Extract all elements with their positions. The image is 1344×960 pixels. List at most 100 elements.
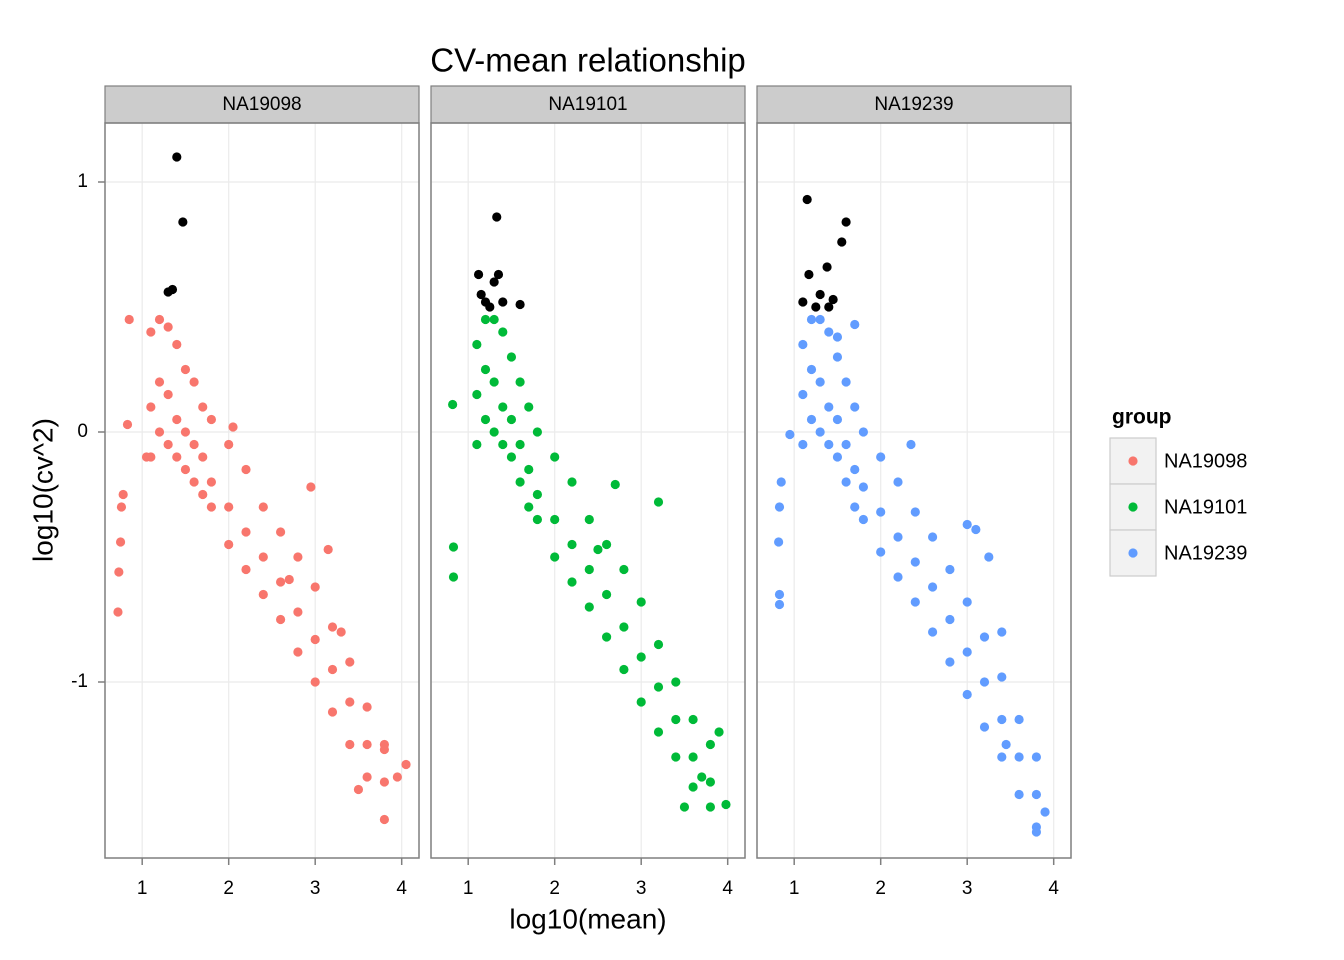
- data-point: [506, 414, 517, 425]
- data-point: [804, 269, 814, 280]
- y-tick-label: 0: [77, 421, 88, 442]
- x-tick-label: 2: [875, 878, 886, 899]
- data-point: [1031, 827, 1041, 837]
- data-point: [832, 414, 843, 425]
- data-point: [636, 652, 646, 662]
- data-point: [310, 634, 320, 645]
- data-point: [550, 452, 560, 462]
- data-point: [997, 627, 1007, 637]
- data-point: [824, 302, 834, 312]
- data-point: [850, 464, 860, 475]
- data-point: [806, 364, 817, 375]
- data-point: [979, 722, 990, 732]
- data-point: [480, 364, 491, 375]
- data-point: [489, 277, 499, 287]
- legend-title: group: [1112, 406, 1171, 429]
- data-point: [806, 414, 817, 425]
- data-point: [275, 577, 286, 587]
- data-point: [828, 294, 838, 305]
- data-point: [198, 452, 208, 462]
- data-point: [224, 439, 234, 450]
- data-point: [688, 714, 698, 725]
- data-point: [979, 677, 990, 687]
- data-point: [619, 622, 629, 632]
- x-tick-label: 1: [789, 878, 800, 899]
- data-point: [785, 429, 795, 440]
- data-point: [485, 302, 495, 312]
- data-point: [163, 287, 173, 297]
- data-point: [327, 707, 338, 717]
- y-tick-label: 1: [77, 171, 88, 192]
- data-point: [498, 402, 508, 412]
- data-point: [876, 507, 886, 517]
- data-point: [858, 514, 868, 525]
- x-tick-label: 3: [636, 878, 647, 899]
- data-point: [850, 502, 860, 512]
- data-point: [480, 314, 491, 325]
- data-point: [893, 572, 903, 582]
- data-point: [714, 727, 724, 737]
- data-point: [189, 477, 199, 487]
- data-point: [206, 502, 216, 512]
- data-point: [124, 314, 134, 325]
- panel-border: [756, 122, 1072, 859]
- data-point: [858, 482, 868, 492]
- data-point: [492, 212, 502, 222]
- data-point: [997, 752, 1007, 762]
- data-point: [850, 402, 860, 412]
- data-point: [1014, 752, 1024, 762]
- data-point: [798, 339, 808, 350]
- data-point: [893, 477, 903, 487]
- data-point: [323, 544, 333, 555]
- data-point: [493, 269, 504, 280]
- data-point: [515, 477, 525, 487]
- data-point: [832, 332, 843, 342]
- data-point: [498, 439, 508, 450]
- data-point: [1014, 714, 1024, 725]
- data-point: [841, 217, 851, 227]
- data-point: [927, 627, 938, 637]
- data-point: [806, 314, 817, 325]
- data-point: [163, 439, 173, 450]
- data-point: [1031, 789, 1041, 800]
- data-point: [198, 489, 208, 500]
- data-point: [284, 574, 294, 585]
- data-point: [206, 414, 216, 425]
- data-point: [811, 302, 821, 312]
- data-point: [636, 697, 646, 707]
- data-point: [815, 377, 825, 387]
- data-point: [189, 439, 199, 450]
- legend-marker: [1128, 502, 1138, 512]
- data-point: [275, 614, 286, 625]
- data-point: [679, 802, 690, 812]
- data-point: [515, 377, 525, 387]
- data-point: [653, 497, 664, 507]
- data-point: [619, 664, 629, 675]
- x-tick-label: 4: [722, 878, 733, 899]
- data-point: [971, 524, 981, 535]
- data-point: [850, 319, 860, 330]
- data-point: [815, 427, 825, 437]
- x-tick-label: 4: [396, 878, 407, 899]
- data-point: [798, 297, 808, 307]
- data-point: [798, 389, 808, 400]
- data-point: [224, 539, 234, 550]
- data-point: [489, 377, 499, 387]
- data-point: [858, 427, 868, 437]
- data-point: [146, 327, 156, 337]
- panel-background: [105, 123, 419, 858]
- data-point: [671, 752, 681, 762]
- data-point: [962, 519, 972, 530]
- data-point: [345, 739, 355, 750]
- data-point: [180, 427, 191, 437]
- data-point: [945, 657, 955, 667]
- data-point: [997, 714, 1007, 725]
- data-point: [688, 782, 698, 792]
- data-point: [258, 552, 268, 562]
- data-point: [962, 597, 972, 607]
- y-tick-label: -1: [71, 671, 88, 692]
- data-point: [293, 552, 303, 562]
- data-point: [774, 599, 785, 610]
- data-point: [893, 532, 903, 542]
